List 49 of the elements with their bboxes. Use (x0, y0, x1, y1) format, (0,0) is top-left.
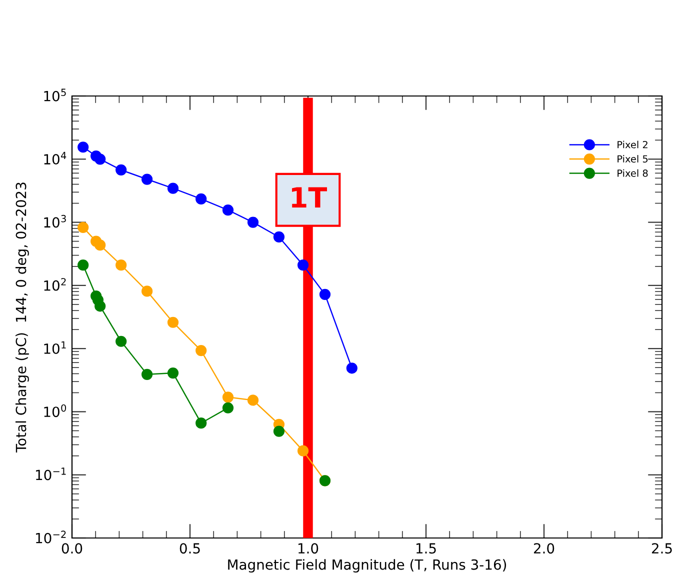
point (167, 182, 179, 194)
y-tick-label: 10$^{5}$ (44, 88, 66, 102)
y-axis-title: Total Charge (pC) 144, 0 deg, 02-2023 (16, 182, 29, 452)
point (116, 164, 127, 176)
x-tick-label: 0.0 (62, 543, 82, 554)
y-tick-label: 10$^{4}$ (44, 152, 66, 165)
point (116, 336, 127, 347)
point (273, 426, 285, 437)
point (141, 174, 153, 185)
point (222, 402, 234, 414)
point (141, 368, 153, 380)
y-tick-label: 10$^{2}$ (44, 278, 66, 291)
y-tick-label: 10$^{3}$ (44, 214, 66, 228)
x-axis-title: Magnetic Field Magnitude (T, Runs 3-16) (228, 559, 506, 573)
y-tick-label: 10$^{−1}$ (36, 468, 66, 480)
point (247, 394, 259, 406)
point (116, 260, 127, 271)
point (196, 418, 207, 429)
point (222, 204, 234, 216)
point (94, 154, 106, 165)
point (94, 240, 106, 251)
ref-line-label: 1T (292, 187, 327, 208)
point (78, 260, 89, 271)
point (78, 142, 89, 153)
legend-label: Pixel 8 (618, 169, 648, 177)
y-tick-label: 10$^{−2}$ (36, 530, 66, 544)
point (94, 300, 106, 312)
point (167, 367, 179, 379)
legend-label: Pixel 2 (618, 140, 648, 148)
legend-label: Pixel 5 (618, 155, 648, 163)
point (196, 193, 207, 205)
x-tick-label: 2.5 (652, 543, 672, 554)
x-tick-label: 0.5 (180, 543, 200, 554)
point (141, 286, 153, 297)
point (167, 316, 179, 328)
x-tick-label: 1.5 (416, 543, 436, 554)
point (196, 345, 207, 356)
point (319, 288, 331, 300)
y-tick-label: 10$^{1}$ (44, 341, 66, 354)
point (222, 392, 234, 403)
point (247, 216, 259, 228)
x-tick-label: 2.0 (534, 543, 554, 554)
point (273, 231, 285, 243)
point (346, 362, 358, 374)
y-tick-label: 10$^{0}$ (44, 404, 66, 418)
x-tick-label: 1.0 (298, 543, 318, 554)
point (78, 222, 89, 233)
point (297, 260, 309, 271)
point (297, 445, 309, 456)
